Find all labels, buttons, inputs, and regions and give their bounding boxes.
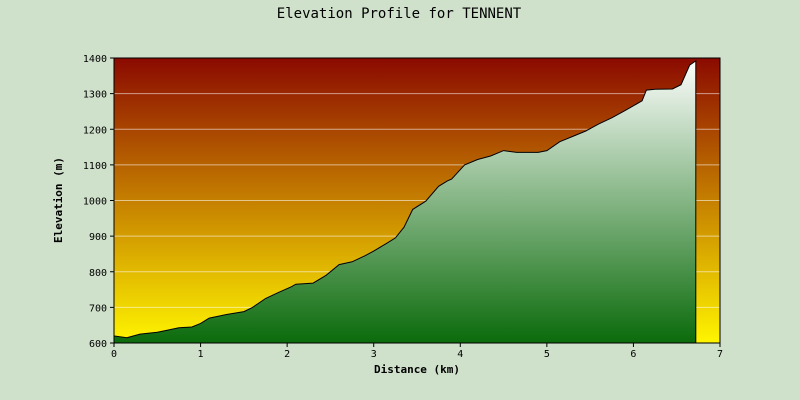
y-tick-label: 800 — [89, 268, 107, 279]
chart-title: Elevation Profile for TENNENT — [277, 6, 522, 22]
x-tick-label: 7 — [717, 349, 723, 360]
x-tick-label: 5 — [544, 349, 550, 360]
y-tick-label: 1200 — [83, 125, 107, 136]
y-axis-label: Elevation (m) — [52, 157, 65, 243]
x-tick-label: 0 — [111, 349, 117, 360]
x-axis: 0 1 2 3 4 5 6 7 — [111, 343, 723, 360]
x-tick-label: 3 — [371, 349, 377, 360]
x-axis-label: Distance (km) — [374, 363, 460, 376]
x-tick-label: 4 — [457, 349, 463, 360]
y-tick-label: 1000 — [83, 197, 107, 208]
y-tick-label: 1100 — [83, 161, 107, 172]
x-tick-label: 6 — [630, 349, 636, 360]
y-tick-label: 1300 — [83, 90, 107, 101]
y-tick-label: 900 — [89, 232, 107, 243]
y-tick-label: 700 — [89, 303, 107, 314]
elevation-area — [113, 59, 697, 344]
y-tick-label: 1400 — [83, 54, 107, 65]
x-tick-label: 2 — [284, 349, 290, 360]
x-tick-label: 1 — [198, 349, 204, 360]
y-axis: 600 700 800 900 1000 1100 1200 1300 1400 — [83, 54, 114, 350]
y-tick-label: 600 — [89, 339, 107, 350]
